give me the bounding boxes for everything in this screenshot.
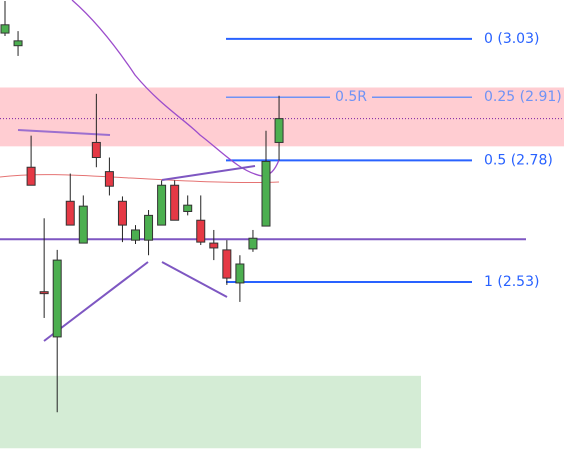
candle-body: [261, 160, 271, 227]
trend-line: [161, 165, 256, 181]
trend-line: [161, 261, 228, 298]
candle-body: [65, 200, 75, 226]
fib-label: 0.25 (2.91): [484, 89, 562, 105]
candle-body: [183, 204, 193, 212]
candle-body: [131, 229, 140, 241]
candle-body: [52, 259, 62, 338]
candles: [0, 0, 284, 413]
candle-body: [170, 184, 180, 221]
annotation: 0.5R: [335, 89, 367, 105]
candle-body: [26, 166, 36, 186]
fib-label: 0.5 (2.78): [484, 152, 553, 168]
price-zone: [0, 375, 421, 449]
candle-body: [209, 242, 219, 249]
fib-label: 0 (3.03): [484, 31, 539, 47]
candle-body: [91, 141, 101, 159]
moving-average-2: [0, 174, 280, 184]
labels: 0 (3.03) 0.5R 0.25 (2.91) 0.5 (2.78) 1 (2.53…: [335, 31, 562, 290]
candle-body: [248, 237, 258, 250]
candle-body: [144, 214, 154, 241]
candle-body: [196, 219, 206, 243]
candle-body: [13, 40, 23, 47]
trend-line: [17, 129, 111, 136]
candle-body: [274, 118, 284, 143]
candle-body: [78, 205, 88, 244]
fib-label: 1 (2.53): [484, 274, 539, 290]
candle-body: [157, 184, 167, 226]
candle-body: [117, 200, 127, 226]
candle-body: [235, 263, 245, 284]
candle-body: [104, 171, 114, 187]
candle-body: [222, 249, 232, 279]
candle-body: [39, 291, 49, 295]
candle-body: [0, 24, 10, 34]
lines: [0, 37, 564, 283]
